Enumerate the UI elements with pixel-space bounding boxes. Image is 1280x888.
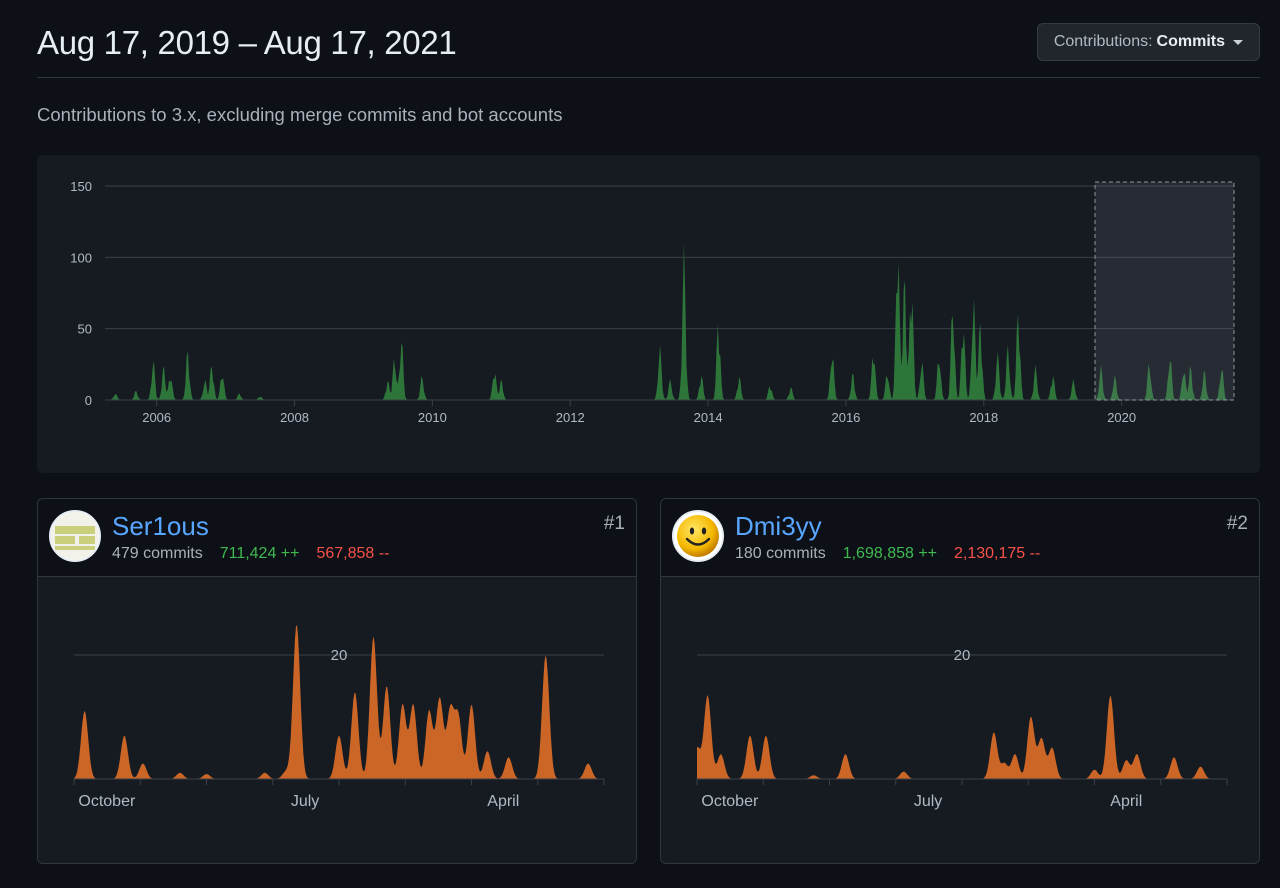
additions-count: 1,698,858 ++ — [842, 545, 938, 562]
commit-count-link[interactable]: 479 commits — [112, 545, 203, 562]
contributor-rank: #2 — [1226, 513, 1248, 534]
date-range-selection[interactable] — [1094, 181, 1235, 401]
commit-count-link[interactable]: 180 commits — [735, 545, 826, 562]
y-gridline-label: 20 — [331, 647, 348, 664]
main-contributions-chart[interactable]: 0 50 100 150 2006 2008 2010 2012 2014 2016 2018 202… — [37, 155, 1260, 473]
contributor-stats: 180 commits 1,698,858 ++ 2,130,175 -- — [735, 545, 1040, 563]
x-tick-label: October — [701, 793, 759, 810]
contributor-name-link[interactable]: Dmi3yy — [735, 511, 822, 541]
x-tick-label: April — [487, 793, 519, 810]
avatar[interactable] — [49, 510, 101, 562]
y-tick-label: 50 — [78, 322, 92, 337]
deletions-count: 2,130,175 -- — [954, 545, 1041, 562]
x-tick-label: 2010 — [418, 410, 447, 425]
date-range-title: Aug 17, 2019 – Aug 17, 2021 — [37, 24, 457, 61]
y-tick-label: 0 — [85, 393, 92, 408]
contributor-chart-svg[interactable]: 20 October July April — [38, 577, 637, 864]
y-tick-label: 150 — [70, 179, 92, 194]
caret-down-icon — [1233, 39, 1243, 45]
contributor-chart-area: 20 October July April — [38, 577, 636, 863]
contributions-value: Commits — [1156, 33, 1225, 50]
x-tick-label: 2012 — [556, 410, 585, 425]
x-tick-label: 2006 — [142, 410, 171, 425]
contributor-card-header: Ser1ous 479 commits 711,424 ++ 567,858 -… — [38, 499, 636, 577]
contributor-stats: 479 commits 711,424 ++ 567,858 -- — [112, 545, 389, 563]
avatar[interactable] — [672, 510, 724, 562]
x-tick-label: July — [914, 793, 942, 810]
contributor-card: Ser1ous 479 commits 711,424 ++ 567,858 -… — [37, 498, 637, 864]
contributor-card-header: Dmi3yy 180 commits 1,698,858 ++ 2,130,17… — [661, 499, 1259, 577]
contributor-chart-svg[interactable]: 20 October July April — [661, 577, 1260, 864]
contributor-rank: #1 — [603, 513, 625, 534]
x-tick-label: 2014 — [694, 410, 723, 425]
identicon-avatar — [51, 512, 99, 560]
contributor-commits-area — [74, 625, 604, 779]
x-tick-label: October — [78, 793, 136, 810]
contributor-name-link[interactable]: Ser1ous — [112, 511, 209, 541]
x-tick-label: July — [291, 793, 319, 810]
contributions-type-dropdown[interactable]: Contributions: Commits — [1036, 23, 1260, 61]
y-gridline-label: 20 — [954, 647, 971, 664]
x-tick-label: 2018 — [969, 410, 998, 425]
x-tick-label: 2020 — [1107, 410, 1136, 425]
contributor-commits-area — [697, 694, 1227, 779]
contributions-prefix: Contributions: — [1053, 33, 1153, 50]
smiley-avatar — [674, 512, 722, 560]
main-chart-svg[interactable]: 0 50 100 150 2006 2008 2010 2012 2014 2016 2018 202… — [37, 155, 1260, 473]
x-tick-label: April — [1110, 793, 1142, 810]
chart-subtitle: Contributions to 3.x, excluding merge co… — [37, 104, 563, 125]
contributions-area — [105, 243, 1234, 400]
page-header: Aug 17, 2019 – Aug 17, 2021 Contribution… — [37, 0, 1260, 78]
y-tick-label: 100 — [70, 250, 92, 265]
x-tick-label: 2008 — [280, 410, 309, 425]
x-tick-label: 2016 — [831, 410, 860, 425]
deletions-count: 567,858 -- — [316, 545, 390, 562]
contributor-chart-area: 20 October July April — [661, 577, 1259, 863]
contributor-card: Dmi3yy 180 commits 1,698,858 ++ 2,130,17… — [660, 498, 1260, 864]
additions-count: 711,424 ++ — [219, 545, 300, 562]
